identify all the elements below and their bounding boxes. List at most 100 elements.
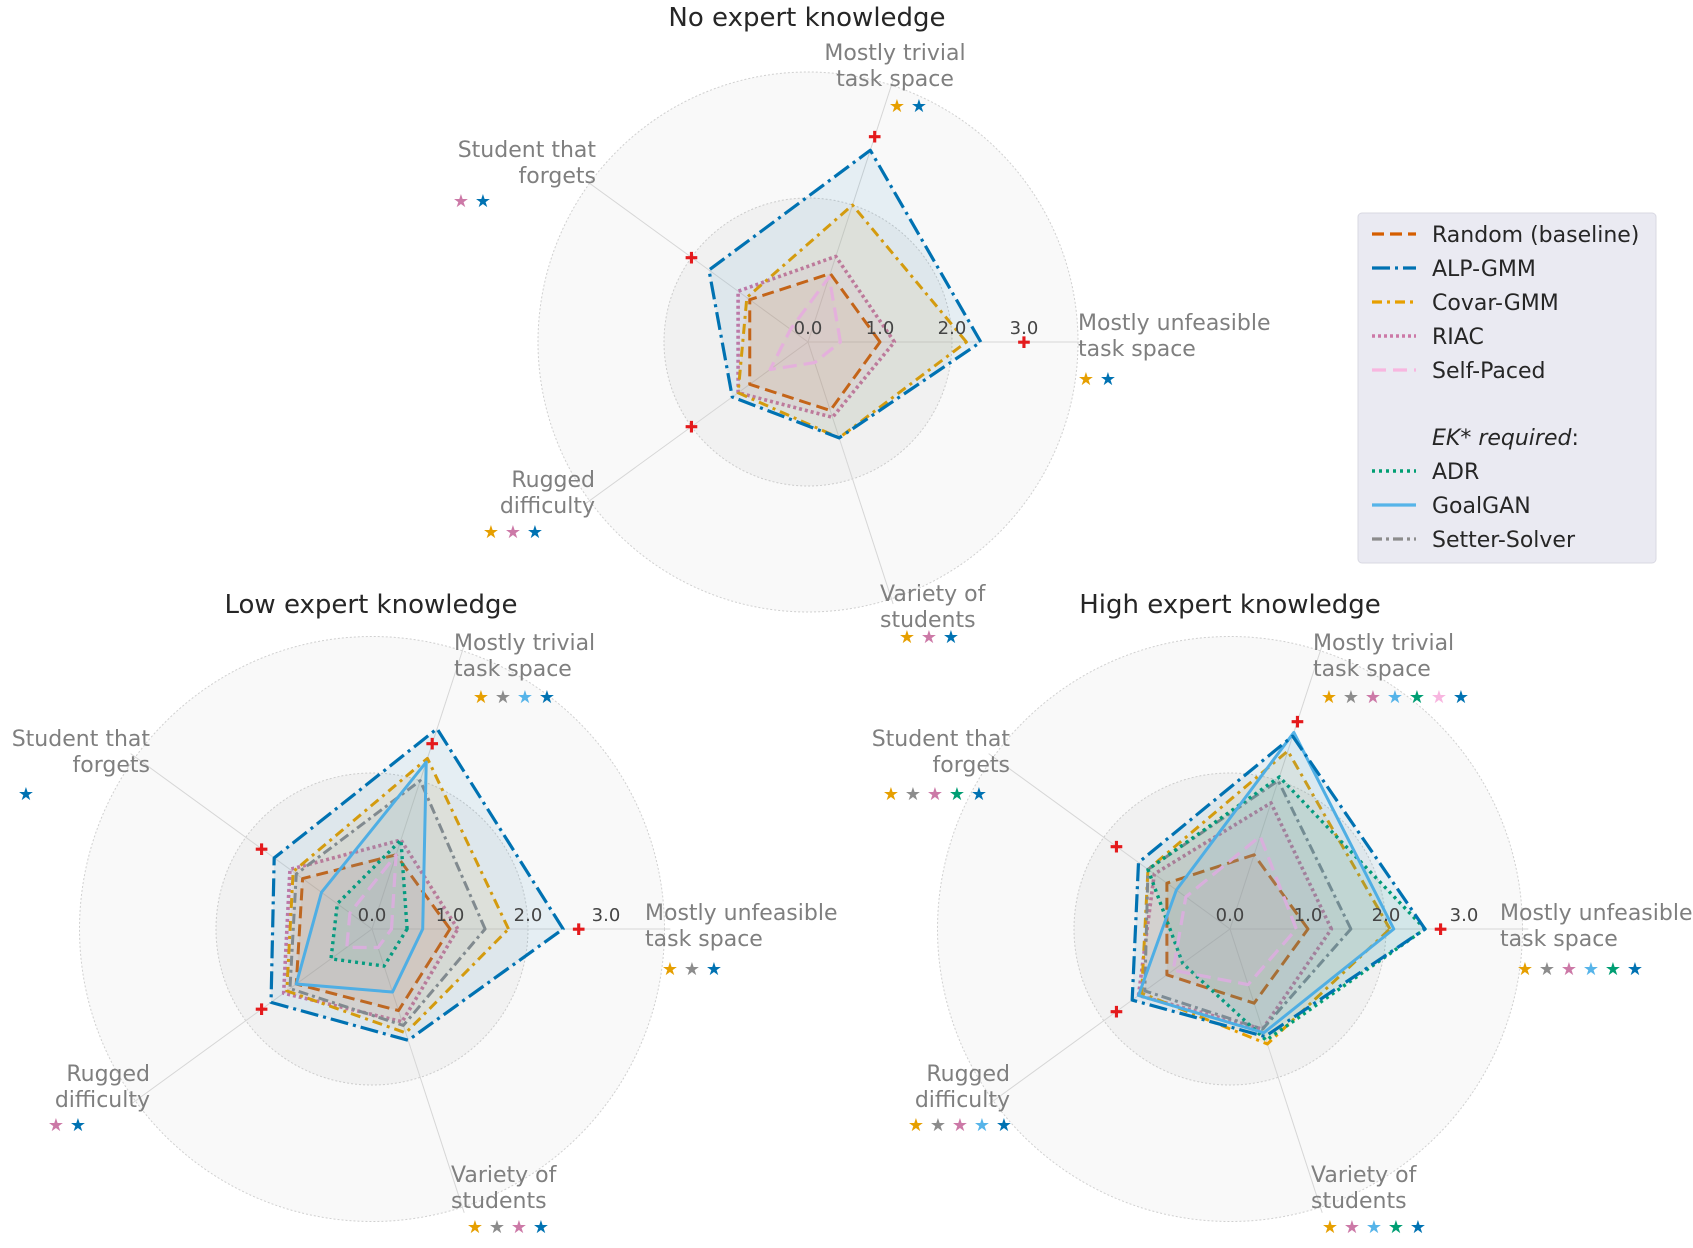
spoke-line [988, 753, 1231, 930]
max-marker: ✚ [685, 418, 698, 437]
series-alp-gmm [707, 148, 983, 440]
legend-ek-heading-main: EK* [1432, 426, 1471, 451]
star-alp-gmm: ★ [1453, 687, 1469, 708]
star-riac: ★ [1561, 959, 1577, 980]
axis-label-line: difficulty [500, 494, 595, 519]
legend-item-random-baseline: Random (baseline) [1372, 223, 1639, 248]
star-setter-solver: ★ [1343, 687, 1359, 708]
star-setter-solver: ★ [1539, 959, 1555, 980]
axis-label-line: Mostly trivial [454, 631, 595, 656]
axis-label-line: task space [836, 67, 954, 92]
axis-label-line: students [451, 1189, 547, 1214]
star-goalgan: ★ [517, 687, 533, 708]
star-riac: ★ [952, 1115, 968, 1136]
series-alp-gmm [1130, 734, 1427, 1039]
axis-label-mostly-trivial-task-space: Mostly trivial task space [824, 41, 965, 92]
star-goalgan: ★ [1583, 959, 1599, 980]
series-setter-solver [1143, 779, 1353, 1031]
star-alp-gmm: ★ [1627, 959, 1643, 980]
series-adr [329, 838, 409, 968]
max-marker: ✚ [1017, 333, 1030, 352]
star-adr: ★ [949, 784, 965, 805]
series-covar-gmm [285, 756, 510, 1035]
max-marker: ✚ [1434, 920, 1447, 939]
axis-label-line: Rugged [511, 468, 595, 493]
star-riac: ★ [48, 1115, 64, 1136]
star-alp-gmm: ★ [943, 627, 959, 648]
max-marker: ✚ [255, 1000, 268, 1019]
series-random-baseline [748, 272, 882, 412]
axis-label-line: Student that [12, 727, 151, 752]
star-covar-gmm: ★ [1322, 1217, 1338, 1238]
axis-label-mostly-unfeasible-task-space: Mostly unfeasible task space [645, 901, 838, 952]
star-alp-gmm: ★ [475, 191, 491, 212]
star-covar-gmm: ★ [908, 1115, 924, 1136]
r-tick-label: 0.0 [1216, 905, 1245, 926]
star-alp-gmm: ★ [18, 784, 34, 805]
axis-label-mostly-unfeasible-task-space: Mostly unfeasible task space [1500, 901, 1693, 952]
star-covar-gmm: ★ [662, 959, 678, 980]
axis-label-line: Mostly unfeasible [1500, 901, 1693, 926]
spoke-line [371, 645, 465, 930]
axis-label-line: Student that [872, 727, 1011, 752]
spoke-line [1229, 928, 1323, 1213]
axis-label-line: task space [1313, 657, 1431, 682]
legend-item-setter-solver: Setter-Solver [1372, 528, 1576, 553]
r-tick-label: 2.0 [514, 905, 543, 926]
axis-label-rugged-difficulty: Rugged difficulty [55, 1062, 150, 1113]
axis-label-student-that-forgets: Student that forgets [458, 138, 597, 189]
star-setter-solver: ★ [905, 784, 921, 805]
axis-label-line: students [880, 608, 976, 633]
series-random-baseline [1165, 853, 1310, 1005]
spoke-line [371, 928, 465, 1213]
spoke-line [988, 928, 1231, 1105]
legend-label: Self-Paced [1432, 359, 1545, 384]
series-alp-gmm [269, 727, 565, 1042]
legend-item-goalgan: GoalGAN [1372, 494, 1531, 519]
star-riac: ★ [1344, 1217, 1360, 1238]
star-alp-gmm: ★ [911, 96, 927, 117]
series-goalgan [1137, 730, 1396, 1035]
star-alp-gmm: ★ [527, 522, 543, 543]
star-adr: ★ [1388, 1217, 1404, 1238]
legend-label: RIAC [1432, 325, 1484, 350]
max-marker: ✚ [1110, 837, 1123, 856]
axis-label-mostly-trivial-task-space: Mostly trivial task space [454, 631, 595, 682]
axis-label-line: Mostly trivial [1313, 631, 1454, 656]
star-self-paced: ★ [1431, 687, 1447, 708]
axis-label-line: task space [1078, 337, 1196, 362]
legend-items: Random (baseline) ALP-GMM Covar-GMM RIAC Sel… [1372, 223, 1639, 384]
spoke-line [130, 928, 373, 1105]
r-tick-label: 1.0 [436, 905, 465, 926]
radar-chart-low-expert-knowledge: Low expert knowledge 0.0 1.0 2.0 3.0 ✚ ✚ ✚ ✚ Most… [12, 590, 838, 1238]
axis-label-mostly-trivial-task-space: Mostly trivial task space [1313, 631, 1454, 682]
star-alp-gmm: ★ [971, 784, 987, 805]
max-marker: ✚ [868, 128, 881, 147]
star-setter-solver: ★ [684, 959, 700, 980]
star-covar-gmm: ★ [473, 687, 489, 708]
spoke-line [807, 79, 894, 343]
spoke-line [807, 341, 894, 605]
axis-label-rugged-difficulty: Rugged difficulty [500, 468, 595, 519]
star-covar-gmm: ★ [899, 627, 915, 648]
axis-label-line: Rugged [66, 1062, 150, 1087]
axis-label-line: Mostly unfeasible [645, 901, 838, 926]
star-setter-solver: ★ [489, 1217, 505, 1238]
legend-ek-heading: EK* required: [1432, 426, 1579, 451]
star-adr: ★ [1409, 687, 1425, 708]
axis-label-line: Mostly trivial [824, 41, 965, 66]
r-tick-label: 3.0 [592, 905, 621, 926]
chart-title: High expert knowledge [1079, 590, 1381, 620]
series-goalgan [294, 760, 428, 994]
max-marker: ✚ [255, 840, 268, 859]
r-tick-label: 1.0 [1294, 905, 1323, 926]
axis-label-student-that-forgets: Student that forgets [12, 727, 151, 778]
spoke-line [1229, 645, 1323, 930]
axis-label-line: Variety of [1311, 1163, 1418, 1188]
series-self-paced [1171, 834, 1298, 987]
legend-ek-items: ADR GoalGAN Setter-Solver [1372, 460, 1576, 553]
star-covar-gmm: ★ [1517, 959, 1533, 980]
legend-label: ADR [1432, 460, 1479, 485]
axis-label-line: difficulty [915, 1088, 1010, 1113]
